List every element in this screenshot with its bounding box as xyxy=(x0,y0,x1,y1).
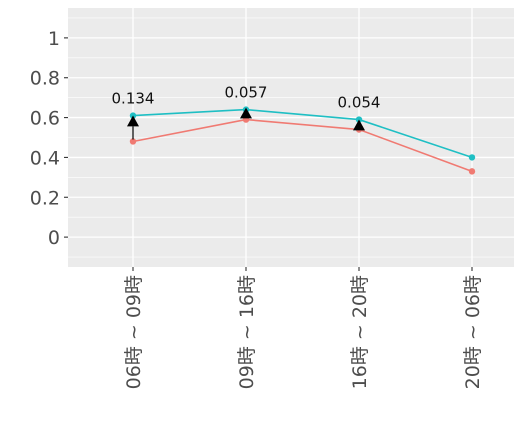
y-axis: 0 0.2 0.4 0.6 0.8 1 xyxy=(30,28,68,249)
series-line xyxy=(132,118,473,173)
y-tick-label: 0.8 xyxy=(30,68,60,90)
annotation-label: 0.057 xyxy=(225,84,268,102)
series-point xyxy=(468,154,476,161)
x-axis: 06時 ~ 09時 09時 ~ 16時 16時 ~ 20時 20時 ~ 06時 xyxy=(123,267,484,389)
annotation-triangle xyxy=(240,107,252,119)
minor-gridlines xyxy=(68,17,514,258)
x-tick-label: 16時 ~ 20時 xyxy=(349,275,371,389)
series-line xyxy=(132,108,473,159)
y-tick-label: 0.6 xyxy=(30,108,60,130)
series-1 xyxy=(129,106,476,161)
annotation-triangle xyxy=(127,115,139,127)
annotation-label: 0.054 xyxy=(338,94,381,112)
y-tick-label: 0.4 xyxy=(30,147,60,169)
x-tick-label: 09時 ~ 16時 xyxy=(236,275,258,389)
x-tick-label: 20時 ~ 06時 xyxy=(462,275,484,389)
annotation-label: 0.134 xyxy=(112,90,155,108)
y-tick-label: 0 xyxy=(48,227,60,249)
x-tick-label: 06時 ~ 09時 xyxy=(123,275,145,389)
y-tick-label: 1 xyxy=(48,28,60,50)
series-point xyxy=(129,138,137,145)
annotation-layer: 0.134 0.057 0.054 xyxy=(112,84,381,140)
annotation-triangle xyxy=(353,119,365,131)
y-tick-label: 0.2 xyxy=(30,187,60,209)
series-point xyxy=(468,168,476,175)
